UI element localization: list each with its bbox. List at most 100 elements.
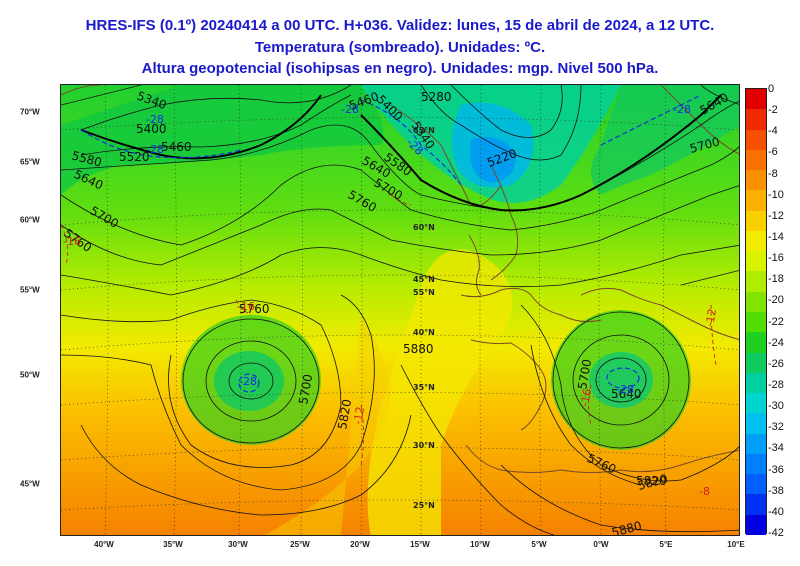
map-title-line-3: Altura geopotencial (isohipsas en negro)… xyxy=(141,60,659,77)
colorbar-segment xyxy=(746,230,766,252)
latitude-label: 70°W xyxy=(20,107,40,117)
longitude-label: 30°W xyxy=(228,540,248,549)
temperature-label: -28 xyxy=(673,103,691,116)
colorbar-label: -24 xyxy=(768,336,784,349)
cutoff-low-med-core xyxy=(589,352,653,408)
temperature-label: -16 xyxy=(578,388,594,408)
colorbar-segment xyxy=(746,474,766,495)
temperature-label: -16 xyxy=(63,235,81,248)
colorbar-segment xyxy=(746,514,766,536)
longitude-label: 20°W xyxy=(350,540,370,549)
colorbar-label: -40 xyxy=(768,505,784,518)
longitude-label: 0°W xyxy=(593,540,609,549)
colorbar-segment xyxy=(746,109,766,131)
colorbar-label: -12 xyxy=(768,209,784,222)
contour-label: 5520 xyxy=(119,150,150,164)
colorbar-segment xyxy=(746,372,766,394)
latitude-label: 50°W xyxy=(20,370,40,380)
latitude-label: 65°W xyxy=(20,157,40,167)
inner-lat-label: 65°N xyxy=(413,126,435,135)
inner-lat-label: 40°N xyxy=(413,328,435,337)
contour-label: 5700 xyxy=(296,373,315,406)
temperature-label: -16 xyxy=(237,300,255,313)
temperature-label: -28 xyxy=(146,143,164,156)
colorbar-segment xyxy=(746,332,766,354)
colorbar-label: -20 xyxy=(768,294,784,307)
contour-label: 5880 xyxy=(403,342,434,356)
map-title-line-1: HRES-IFS (0.1º) 20240414 a 00 UTC. H+036… xyxy=(85,17,715,34)
warm-tongue-region xyxy=(367,249,513,535)
contour-label: 5760 xyxy=(239,302,270,316)
colorbar-segment xyxy=(746,251,766,272)
colorbar-label: -36 xyxy=(768,463,784,476)
temperature-label: -28 xyxy=(341,103,359,116)
thick-contour-5520 xyxy=(80,94,722,212)
colorbar-segment xyxy=(746,170,766,191)
temperature-label: -28 xyxy=(239,375,257,388)
longitude-label: 25°W xyxy=(290,540,310,549)
colorbar-label: -38 xyxy=(768,484,784,497)
latitude-label: 55°W xyxy=(20,285,40,295)
longitude-label: 10°W xyxy=(470,540,490,549)
colorbar-label: 0 xyxy=(768,83,775,95)
cold-core-deep xyxy=(470,137,516,183)
inner-lat-label: 45°N xyxy=(413,275,435,284)
temperature-label: -28 xyxy=(146,113,164,126)
temperature-labels: -28 -28 -28 -28 -28 -16 -16 -12 -16 -12 … xyxy=(63,103,719,498)
contour-label: 5820 xyxy=(636,474,667,488)
longitude-label: 10°E xyxy=(727,540,745,549)
colorbar-label: -8 xyxy=(768,167,778,180)
colorbar-segment xyxy=(746,291,766,313)
colorbar-label: -28 xyxy=(768,379,784,391)
colorbar-segment xyxy=(746,393,766,414)
contour-label: 5400 xyxy=(136,122,167,136)
geopotential-contours xyxy=(61,85,739,535)
inner-lat-label: 25°N xyxy=(413,501,435,510)
colorbar-label: -6 xyxy=(768,146,778,159)
cutoff-low-atlantic-core xyxy=(214,351,284,411)
colorbar-segment xyxy=(746,271,766,293)
map-title-line-2: Temperatura (sombreado). Unidades: ºC. xyxy=(254,39,546,56)
colorbar-label: -22 xyxy=(768,315,784,328)
temperature-label: -8 xyxy=(699,485,710,498)
colorbar-label: -4 xyxy=(768,125,778,138)
longitude-label: 5°E xyxy=(659,540,673,549)
colorbar-label: -2 xyxy=(768,104,778,117)
contour-label: 5640 xyxy=(611,387,642,401)
contour-label: 5460 xyxy=(161,140,192,154)
inner-latitude-labels: 65°N 60°N 55°N 45°N 40°N 35°N 30°N 25°N xyxy=(413,126,435,510)
colorbar-segment xyxy=(746,89,766,110)
contour-label: 5820 xyxy=(335,398,354,431)
colorbar-segment xyxy=(746,494,766,516)
coastlines xyxy=(61,85,739,473)
colorbar-label: -14 xyxy=(768,231,784,243)
temperature-label: -28 xyxy=(616,383,634,396)
latitude-label: 60°W xyxy=(20,215,40,225)
contour-label: 5280 xyxy=(421,90,452,104)
cold-region-north xyxy=(61,85,384,195)
temperature-contours-dashed xyxy=(80,94,702,393)
inner-lat-label: 60°N xyxy=(413,223,435,232)
colorbar-segment xyxy=(746,149,766,171)
colorbar-label: -32 xyxy=(768,421,784,434)
colorbar-segment xyxy=(746,352,766,374)
contour-label: 5700 xyxy=(575,358,594,391)
longitude-label: 40°W xyxy=(94,540,114,549)
warm-tongue-region-2 xyxy=(264,315,391,535)
longitude-label: 35°W xyxy=(163,540,183,549)
graticule xyxy=(61,85,739,535)
colorbar-label: -30 xyxy=(768,400,784,413)
inner-lat-label: 35°N xyxy=(413,383,435,392)
temperature-contours-red xyxy=(61,194,717,466)
colorbar-segment xyxy=(746,210,766,232)
temperature-colorbar xyxy=(745,88,767,536)
inner-lat-label: 55°N xyxy=(413,288,435,297)
temperature-label: -12 xyxy=(703,308,719,328)
colorbar-label: -16 xyxy=(768,252,784,265)
temperature-label: -12 xyxy=(351,406,367,426)
colorbar-label: -26 xyxy=(768,357,784,370)
latitude-label: 45°W xyxy=(20,479,40,489)
colorbar-segment xyxy=(746,129,766,151)
colorbar-segment xyxy=(746,190,766,212)
colorbar-segment xyxy=(746,433,766,455)
